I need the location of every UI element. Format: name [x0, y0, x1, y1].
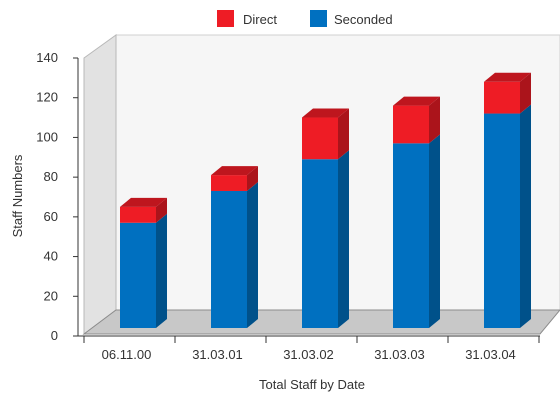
- bar-top-direct: [484, 72, 531, 82]
- bar-top-direct: [393, 96, 440, 106]
- bar-seconded: [211, 181, 258, 328]
- bar-direct: [120, 197, 167, 223]
- y-tick-label: 80: [44, 169, 58, 184]
- y-tick-label: 20: [44, 288, 58, 303]
- x-axis: 06.11.00 31.03.01 31.03.02 31.03.03 31.03.04: [78, 335, 540, 362]
- y-tick-label: 120: [36, 90, 58, 105]
- side-wall: [83, 34, 117, 335]
- bar-top-direct: [302, 108, 349, 118]
- bar-side-direct: [247, 166, 258, 191]
- bar-seconded: [120, 213, 167, 328]
- bars: [120, 72, 531, 329]
- bar-top-direct: [120, 197, 167, 207]
- x-tick-label: 06.11.00: [102, 347, 152, 362]
- y-tick-label: 60: [44, 209, 58, 224]
- bar-seconded: [393, 134, 440, 328]
- bar-side-seconded: [247, 181, 258, 328]
- y-axis-title: Staff Numbers: [10, 154, 25, 237]
- bar-side-direct: [338, 108, 349, 160]
- x-axis-title: Total Staff by Date: [259, 377, 365, 392]
- bar-side-direct: [520, 72, 531, 114]
- bar-front-direct: [302, 117, 338, 160]
- bar-side-seconded: [429, 134, 440, 328]
- bar-front-direct: [484, 81, 520, 114]
- y-tick-label: 140: [36, 50, 58, 65]
- x-tick-label: 31.03.01: [192, 347, 243, 362]
- y-tick-label: 40: [44, 249, 58, 264]
- legend-label-seconded: Seconded: [334, 12, 393, 27]
- bar-front-direct: [120, 206, 156, 223]
- bar-front-seconded: [484, 113, 520, 329]
- bar-side-seconded: [520, 104, 531, 329]
- legend-swatch-direct: [217, 10, 234, 27]
- bar-front-seconded: [211, 190, 247, 328]
- bar-side-seconded: [156, 213, 167, 328]
- legend: Direct Seconded: [217, 10, 393, 27]
- bar-front-direct: [393, 105, 429, 144]
- bar-direct: [484, 72, 531, 114]
- y-axis: 0 20 40 60 80 100 120 140: [36, 50, 79, 343]
- bar-direct: [211, 166, 258, 191]
- bar-top-direct: [211, 166, 258, 176]
- bar-direct: [393, 96, 440, 144]
- bar-front-direct: [211, 175, 247, 191]
- bar-seconded: [302, 150, 349, 328]
- bar-front-seconded: [393, 143, 429, 328]
- legend-swatch-seconded: [310, 10, 327, 27]
- x-tick-label: 31.03.04: [465, 347, 516, 362]
- legend-label-direct: Direct: [243, 12, 277, 27]
- bar-front-seconded: [302, 159, 338, 328]
- x-tick-label: 31.03.02: [283, 347, 334, 362]
- bar-side-direct: [156, 197, 167, 223]
- bar-seconded: [484, 104, 531, 329]
- x-tick-label: 31.03.03: [374, 347, 425, 362]
- bar-side-seconded: [338, 150, 349, 328]
- y-tick-label: 0: [51, 328, 58, 343]
- bar-front-seconded: [120, 222, 156, 328]
- bar-side-direct: [429, 96, 440, 144]
- y-tick-label: 100: [36, 129, 58, 144]
- bar-direct: [302, 108, 349, 160]
